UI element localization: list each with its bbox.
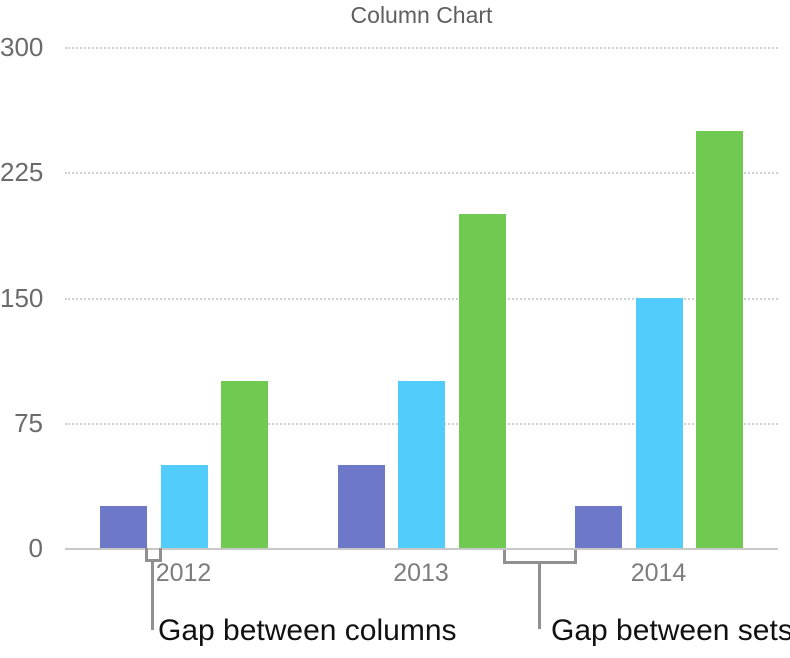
bar-2012-purple-series [100, 506, 147, 548]
y-axis-tick-label-225: 225 [0, 157, 44, 188]
x-axis-category-label-2013: 2013 [393, 559, 449, 587]
y-axis-tick-label-150: 150 [0, 282, 44, 313]
chart-title: Column Chart [350, 2, 493, 28]
bar-2014-blue-series [635, 297, 683, 548]
x-axis-baseline [65, 548, 778, 550]
bar-2014-purple-series [575, 506, 622, 548]
bar-2013-purple-series [337, 464, 385, 548]
gridline-150 [65, 297, 778, 300]
gridline-225 [65, 172, 778, 175]
gap-between-sets-label: Gap between sets [551, 614, 790, 647]
x-axis-category-label-2014: 2014 [630, 559, 687, 587]
bar-2012-green-series [221, 381, 268, 548]
x-axis-category-label-2012: 2012 [155, 559, 212, 587]
gridline-300 [65, 47, 778, 49]
y-axis-tick-label-0: 0 [28, 533, 43, 563]
bar-2013-green-series [458, 214, 506, 548]
y-axis-tick-label-75: 75 [14, 407, 43, 438]
bar-2013-blue-series [398, 381, 445, 548]
bar-2014-green-series [696, 130, 743, 548]
gap-between-columns-connector-line [151, 560, 154, 630]
gap-between-sets-connector-line [538, 562, 541, 629]
bar-2012-blue-series [160, 464, 208, 548]
gap-between-columns-label: Gap between columns [158, 614, 457, 647]
y-axis-tick-label-300: 300 [0, 32, 44, 62]
